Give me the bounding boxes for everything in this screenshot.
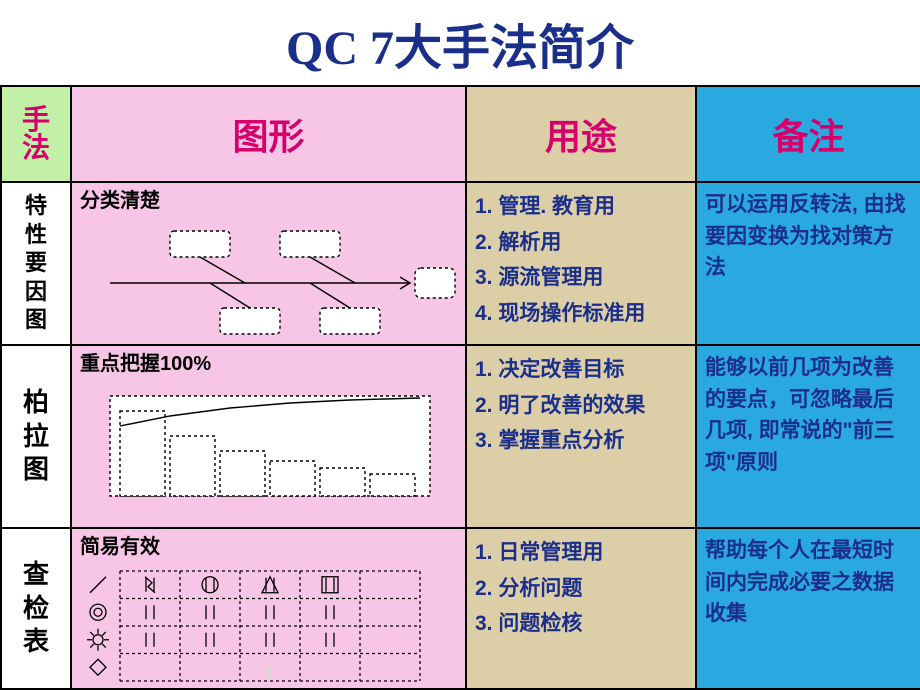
use-cell: 1. 决定改善目标2. 明了改善的效果3. 掌握重点分析 [466,345,696,528]
diagram-fishbone [80,213,458,338]
use-cell: 1. 日常管理用2. 分析问题3. 问题检核 [466,528,696,689]
methods-table: 手法 图形 用途 备注 特性要因图分类清楚 1. 管理. 教育用2. 解析用3. … [0,85,920,690]
header-method: 手法 [1,86,71,182]
table-row: 柏拉图重点把握100% 1. 决定改善目标2. 明了改善的效果3. 掌握重点分析能… [1,345,920,528]
graphic-caption: 简易有效 [80,535,457,559]
note-text: 帮助每个人在最短时间内完成必要之数据收集 [705,535,912,630]
header-row: 手法 图形 用途 备注 [1,86,920,182]
note-cell: 能够以前几项为改善的要点，可忽略最后几项, 即常说的"前三项"原则 [696,345,920,528]
page-number: 4 [263,663,273,684]
graphic-cell: 简易有效 4 [71,528,466,689]
method-name: 柏拉图 [10,386,62,487]
slide-title-bar: QC 7大手法简介 [0,0,920,85]
graphic-cell: 分类清楚 [71,182,466,345]
graphic-caption: 重点把握100% [80,352,457,376]
graphic-caption: 分类清楚 [80,189,457,213]
diagram-pareto [80,376,458,521]
note-text: 能够以前几项为改善的要点，可忽略最后几项, 即常说的"前三项"原则 [705,352,912,478]
use-cell: 1. 管理. 教育用2. 解析用3. 源流管理用4. 现场操作标准用 [466,182,696,345]
header-graphic: 图形 [71,86,466,182]
use-list: 1. 管理. 教育用2. 解析用3. 源流管理用4. 现场操作标准用 [475,189,687,332]
use-list: 1. 决定改善目标2. 明了改善的效果3. 掌握重点分析 [475,352,687,459]
table-row: 特性要因图分类清楚 1. 管理. 教育用2. 解析用3. 源流管理用4. 现场操作… [1,182,920,345]
note-text: 可以运用反转法, 由找要因变换为找对策方法 [705,189,912,284]
method-name: 查检表 [10,558,62,659]
note-cell: 可以运用反转法, 由找要因变换为找对策方法 [696,182,920,345]
method-name: 特性要因图 [10,192,62,335]
table-row: 查检表简易有效 4 1. 日常管理用2. 分析问题3. 问题检核帮助每个人在最短时间… [1,528,920,689]
header-use: 用途 [466,86,696,182]
note-cell: 帮助每个人在最短时间内完成必要之数据收集 [696,528,920,689]
header-note: 备注 [696,86,920,182]
graphic-cell: 重点把握100% [71,345,466,528]
use-list: 1. 日常管理用2. 分析问题3. 问题检核 [475,535,687,642]
slide-title: QC 7大手法简介 [286,8,634,78]
